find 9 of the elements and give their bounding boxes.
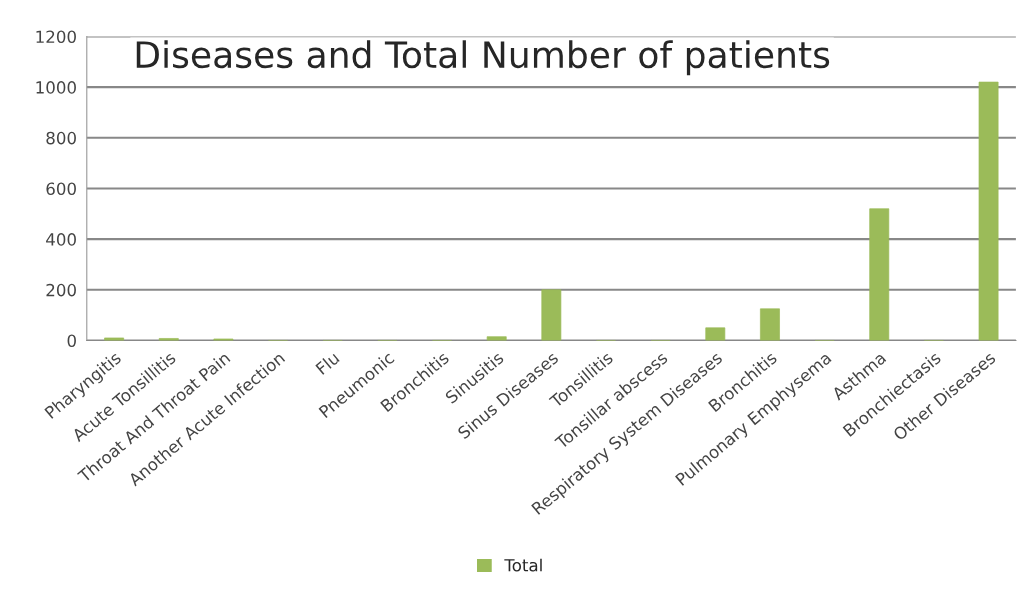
y-tick-label: 0 [67, 334, 76, 348]
y-tick-label: 400 [46, 233, 76, 246]
y-tick-label: 600 [46, 182, 76, 196]
y-tick-label: 800 [46, 131, 76, 145]
legend-label: Total [504, 558, 542, 572]
y-tick-label: 1000 [36, 81, 76, 94]
chart-title: Diseases and Total Number of patients [136, 40, 830, 76]
y-tick-label: 1200 [36, 30, 76, 44]
y-tick-label: 200 [46, 283, 76, 297]
